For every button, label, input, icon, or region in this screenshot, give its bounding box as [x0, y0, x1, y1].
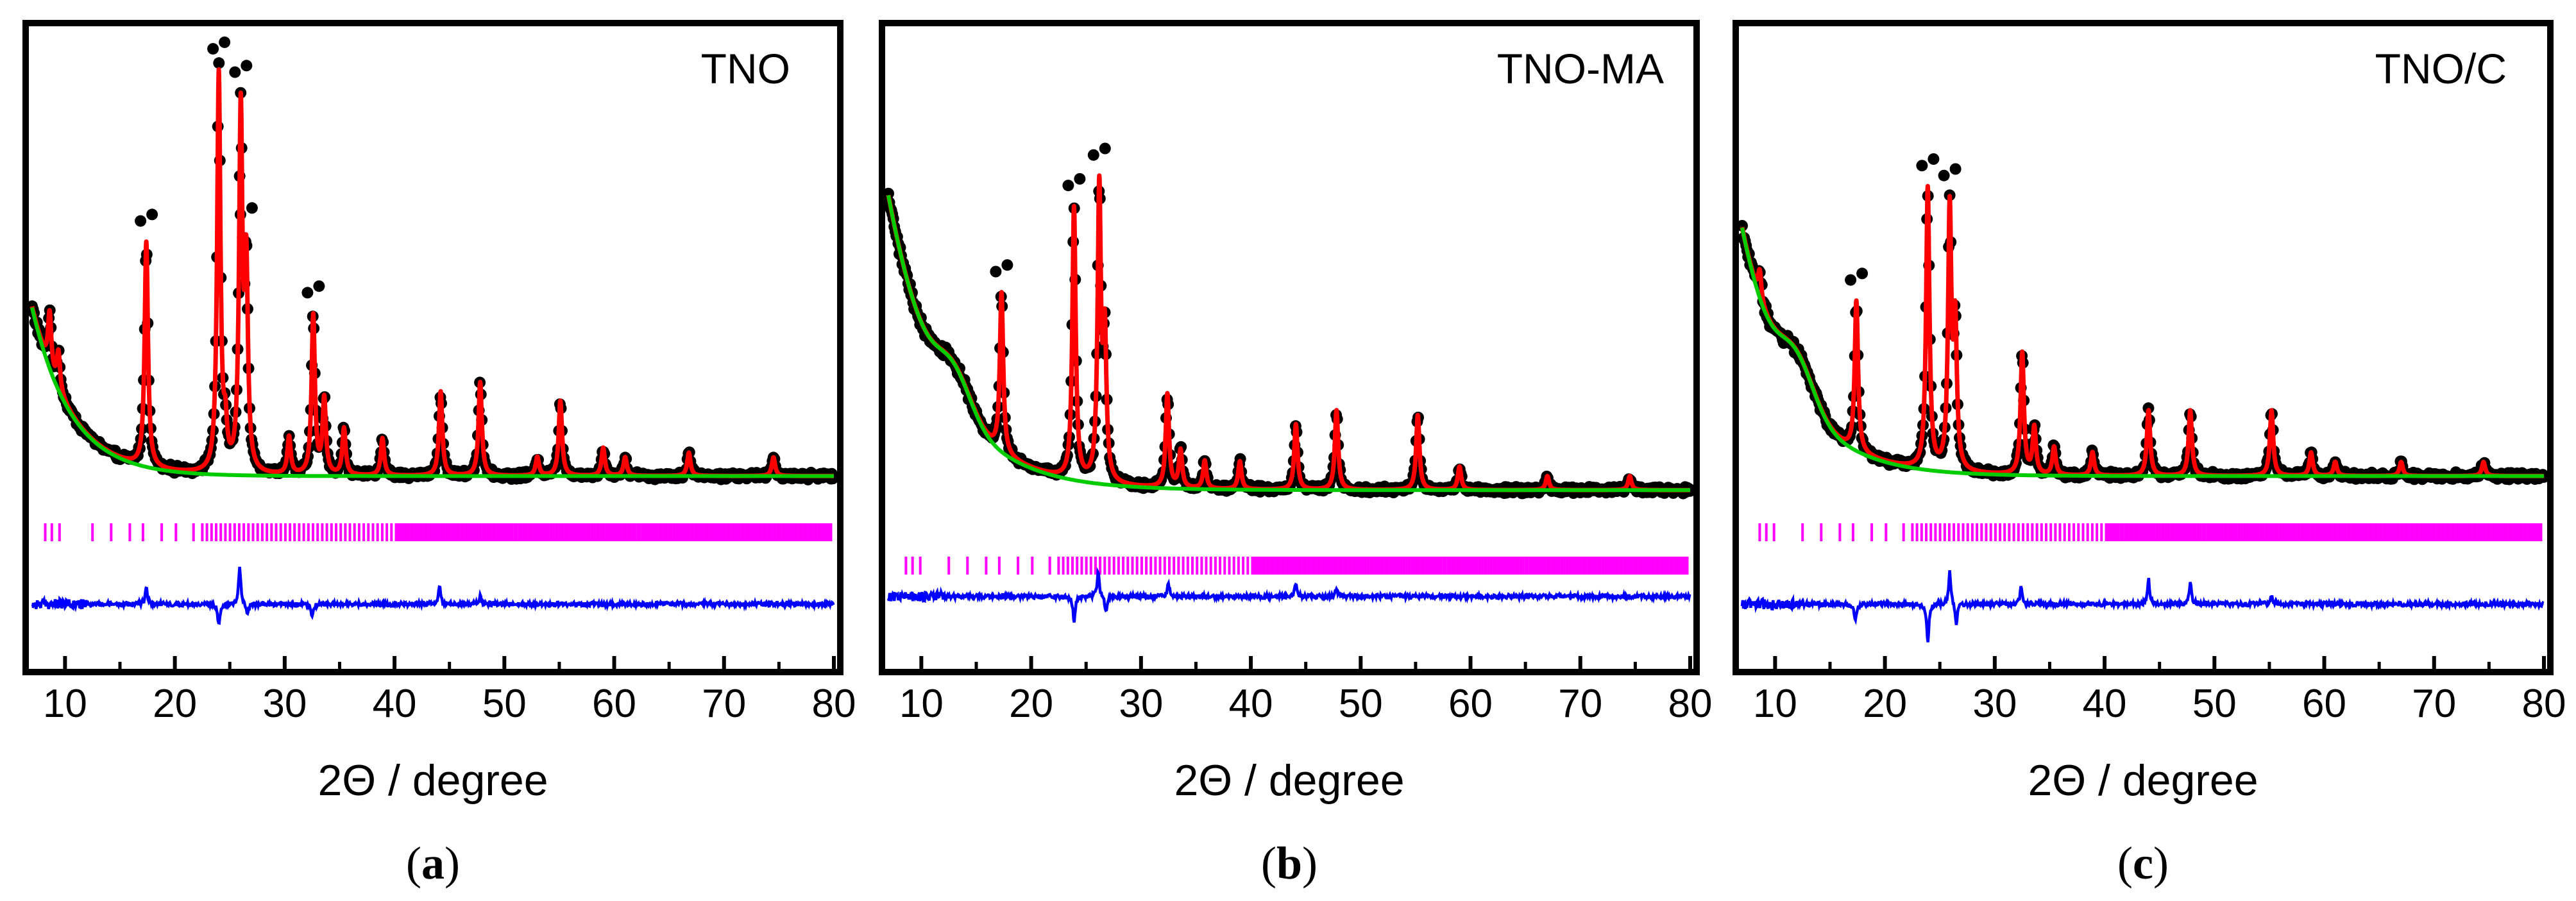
x-tick-label: 40 [373, 682, 417, 726]
x-tick-label: 70 [1558, 682, 1602, 726]
x-tick-label: 60 [592, 682, 636, 726]
x-tick-label: 50 [1339, 682, 1383, 726]
x-tick-label: 60 [1448, 682, 1493, 726]
panel-b-series [885, 142, 1693, 623]
x-tick-label: 70 [702, 682, 746, 726]
panel-c-title: TNO/C [2375, 45, 2507, 92]
observed-point [1928, 153, 1940, 165]
panel-b-background-line [886, 194, 1690, 493]
panel-a-difference-line [31, 566, 835, 625]
panel-c-series [1739, 153, 2547, 643]
panel-c: TNO/C 10 20 30 40 50 60 70 80 2Θ / degree (c) [1733, 20, 2566, 889]
x-tick-label: 10 [899, 682, 944, 726]
x-tick-label: 40 [1229, 682, 1273, 726]
observed-point [1856, 267, 1868, 280]
panel-b: TNO-MA 10 20 30 40 50 60 70 80 2Θ / degree (b) [879, 20, 1713, 889]
panel-a-caption-open: ( [406, 838, 421, 889]
panel-a: TNO 10 20 30 40 50 60 70 80 2Θ / degree (a) [22, 20, 856, 889]
observed-point [1074, 173, 1086, 185]
panel-b-difference-line [886, 567, 1691, 623]
observed-point [990, 265, 1002, 278]
observed-point [1001, 259, 1013, 271]
panel-a-caption: (a) [406, 838, 460, 889]
observed-point [1087, 149, 1099, 161]
x-tick-label: 50 [2192, 682, 2237, 726]
panel-b-bragg-markers [904, 557, 1689, 575]
x-tick-label: 30 [1119, 682, 1163, 726]
panel-b-caption: (b) [1261, 838, 1318, 889]
panel-a-bragg-markers [44, 523, 833, 541]
panel-c-frame [1733, 20, 2554, 675]
panel-a-background-line [30, 307, 834, 478]
observed-point [301, 287, 314, 299]
x-tick-label: 80 [2522, 682, 2566, 726]
panel-c-caption: (c) [2117, 838, 2169, 889]
observed-point [146, 208, 158, 221]
observed-point [1949, 163, 1962, 175]
panel-b-caption-open: ( [1261, 838, 1276, 889]
panel-a-ticks: 10 20 30 40 50 60 70 80 [43, 656, 856, 726]
panel-c-bragg-markers [1758, 523, 2543, 541]
observed-point [1845, 274, 1857, 286]
panel-b-plot [885, 142, 1693, 623]
panel-c-xlabel: 2Θ / degree [2028, 756, 2258, 805]
x-tick-label: 40 [2083, 682, 2127, 726]
panel-c-plot [1739, 153, 2547, 643]
panel-a-xlabel: 2Θ / degree [318, 756, 548, 805]
observed-point [1938, 169, 1950, 181]
observed-point [213, 57, 225, 69]
observed-point [219, 36, 231, 48]
panel-b-title: TNO-MA [1497, 45, 1664, 92]
panel-c-ticks: 10 20 30 40 50 60 70 80 [1753, 656, 2566, 726]
panel-a-frame [22, 20, 843, 675]
x-tick-label: 60 [2302, 682, 2346, 726]
panel-b-ticks: 10 20 30 40 50 60 70 80 [899, 656, 1713, 726]
observed-point [241, 60, 253, 72]
x-tick-label: 80 [812, 682, 856, 726]
panel-a-plot [29, 36, 837, 625]
x-tick-label: 80 [1668, 682, 1713, 726]
observed-point [1099, 142, 1111, 155]
panel-b-xlabel: 2Θ / degree [1174, 756, 1404, 805]
observed-point [1062, 180, 1074, 192]
x-tick-label: 20 [1863, 682, 1907, 726]
x-tick-label: 30 [262, 682, 307, 726]
observed-point [207, 43, 219, 55]
observed-point [135, 215, 147, 227]
panel-b-caption-letter: b [1276, 838, 1302, 889]
panel-b-caption-close: ) [1302, 838, 1318, 889]
x-tick-label: 30 [1972, 682, 2017, 726]
x-tick-label: 70 [2412, 682, 2456, 726]
panel-c-caption-open: ( [2117, 838, 2133, 889]
observed-point [313, 280, 325, 292]
panel-a-caption-letter: a [421, 838, 445, 889]
x-tick-label: 20 [1009, 682, 1053, 726]
observed-point [229, 66, 241, 78]
panel-a-title: TNO [701, 45, 790, 92]
panel-c-difference-line [1740, 570, 2545, 643]
panel-c-background-line [1740, 227, 2544, 478]
x-tick-label: 10 [43, 682, 87, 726]
panel-a-series [29, 36, 837, 625]
observed-point [246, 202, 258, 214]
panel-a-caption-close: ) [445, 838, 460, 889]
x-tick-label: 10 [1753, 682, 1797, 726]
observed-point [1916, 160, 1928, 172]
panel-c-caption-letter: c [2133, 838, 2153, 889]
x-tick-label: 50 [482, 682, 527, 726]
panel-c-caption-close: ) [2153, 838, 2169, 889]
x-tick-label: 20 [153, 682, 197, 726]
